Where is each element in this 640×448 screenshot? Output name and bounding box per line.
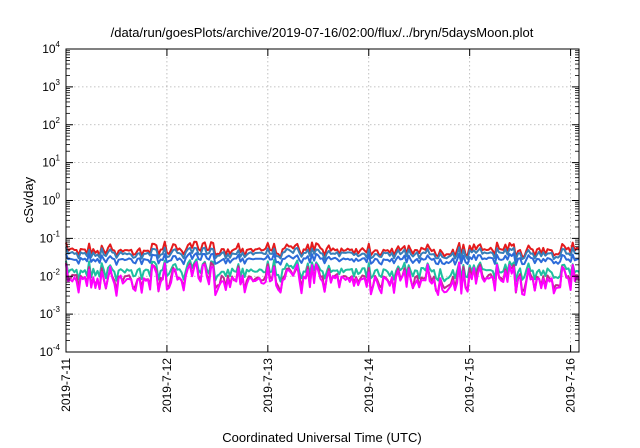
y-tick-label: 104: [42, 40, 60, 56]
grid: [66, 49, 579, 352]
y-tick-label: 10-2: [40, 267, 61, 283]
y-tick-label: 103: [42, 78, 60, 94]
x-tick-label: 2019-7-13: [261, 358, 275, 413]
series-layer: [65, 240, 580, 297]
x-tick-label: 2019-7-11: [59, 358, 73, 412]
y-tick-label: 101: [42, 154, 60, 170]
x-tick-label: 2019-7-15: [463, 358, 477, 413]
y-tick-label: 10-1: [40, 229, 61, 245]
x-tick-label: 2019-7-12: [160, 358, 174, 413]
y-tick-label: 10-3: [40, 305, 61, 321]
x-axis-label: Coordinated Universal Time (UTC): [222, 430, 421, 445]
series-line: [65, 252, 580, 267]
x-axis: 2019-7-11 2019-7-12 2019-7-13 2019-7-14 2019…: [59, 49, 578, 413]
y-tick-label: 102: [42, 116, 60, 132]
x-tick-label: 2019-7-16: [564, 358, 578, 413]
y-tick-label: 100: [42, 192, 60, 208]
series-line: [65, 246, 580, 261]
y-tick-label: 10-4: [40, 343, 61, 359]
y-axis: 10-4 10-3 10-2 10-1 100 101 102 103 104: [40, 40, 579, 359]
chart-title: /data/run/goesPlots/archive/2019-07-16/0…: [111, 25, 534, 40]
series-line: [65, 240, 580, 259]
y-axis-label: cSv/day: [21, 176, 36, 223]
x-tick-label: 2019-7-14: [362, 358, 376, 413]
series-line: [65, 261, 580, 297]
